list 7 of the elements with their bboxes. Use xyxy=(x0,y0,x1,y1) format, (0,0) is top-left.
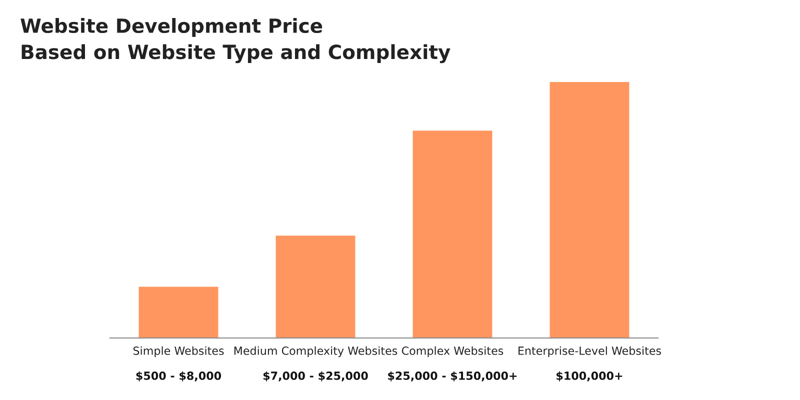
category-label: Enterprise-Level Websites $100,000+ xyxy=(518,346,662,382)
bar xyxy=(276,236,356,338)
category-label: Simple Websites $500 - $8,000 xyxy=(133,346,224,382)
chart-title: Website Development Price Based on Website Type and Complexity xyxy=(20,18,450,64)
bar xyxy=(412,130,492,338)
bar xyxy=(550,82,630,338)
bar xyxy=(138,286,218,338)
